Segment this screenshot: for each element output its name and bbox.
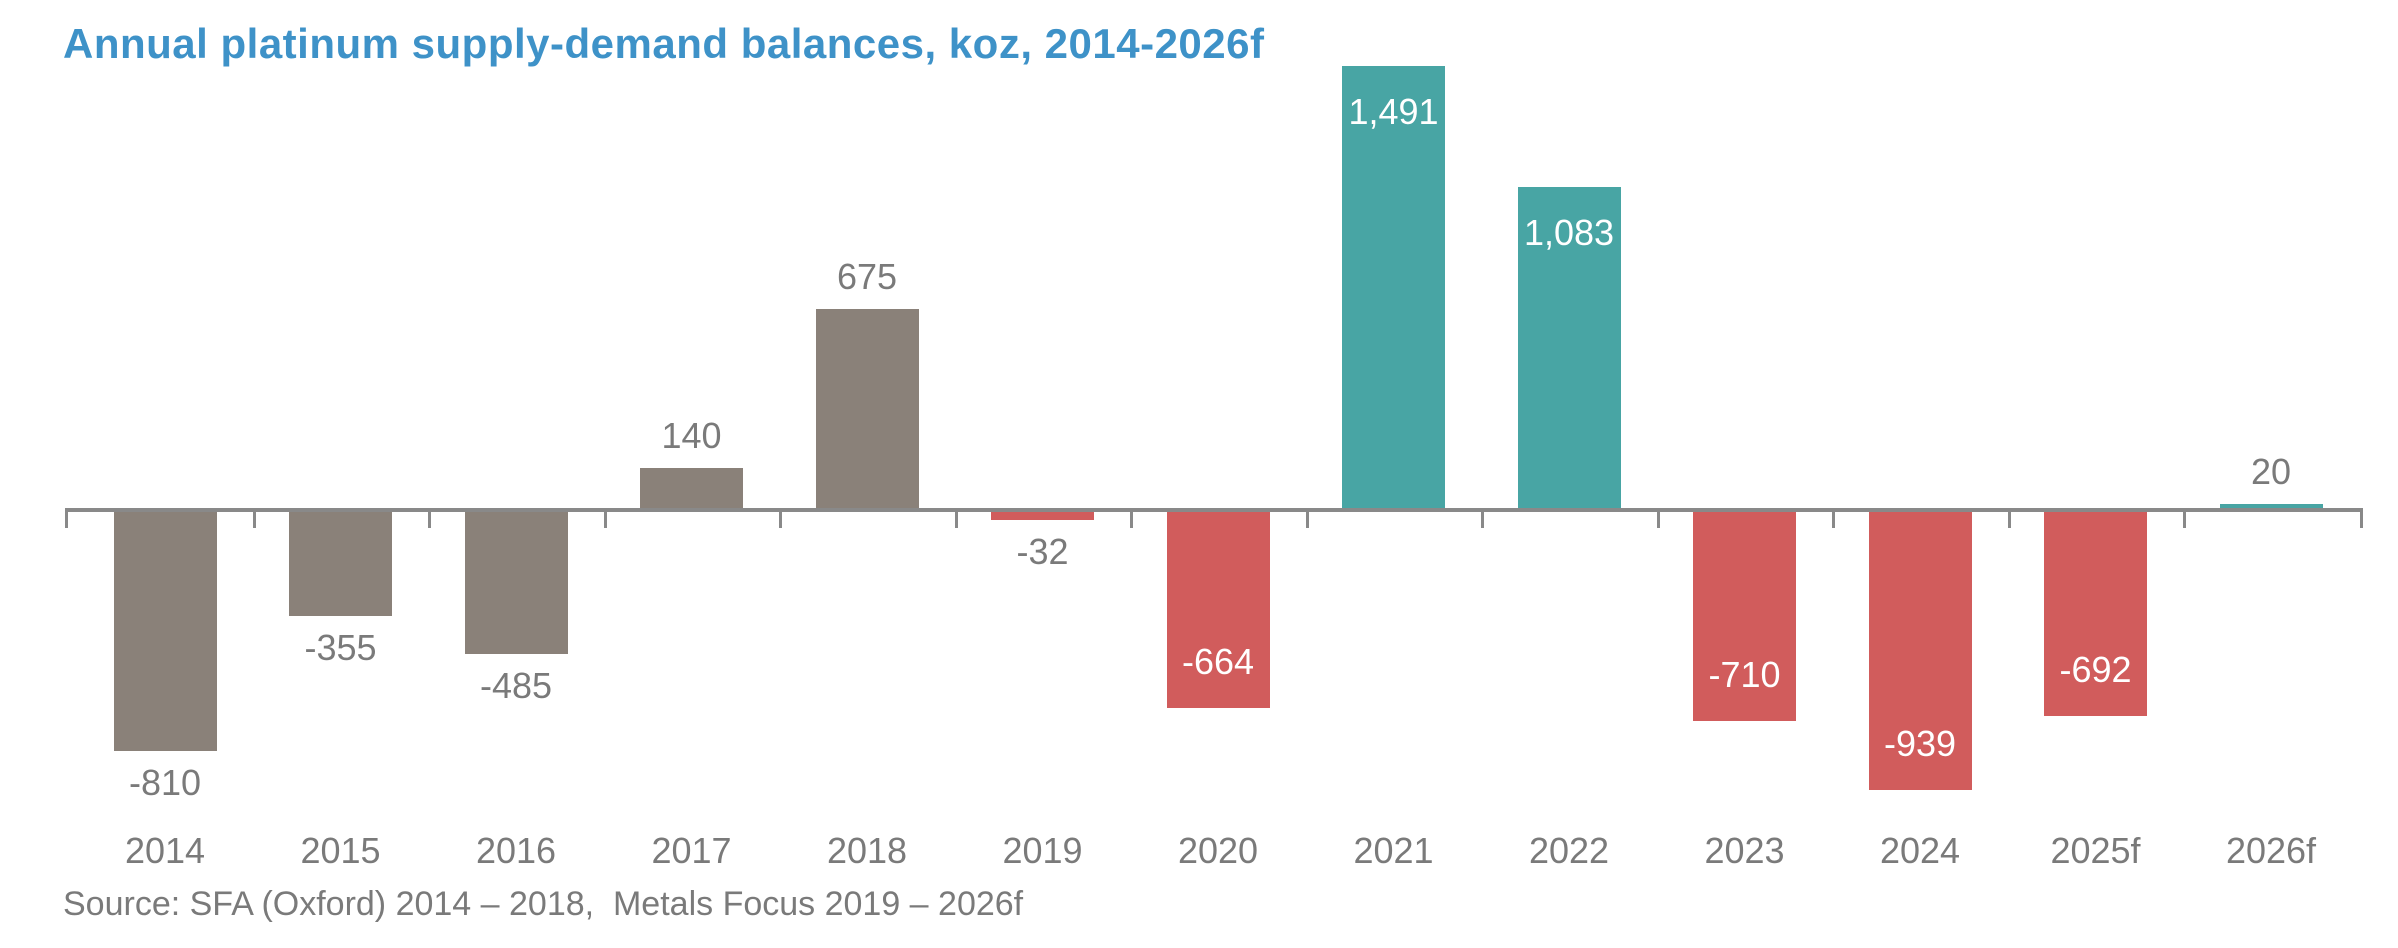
axis-tick xyxy=(253,510,256,528)
bar-value-label: 20 xyxy=(2250,451,2292,492)
bar-2024 xyxy=(1868,510,1972,790)
x-axis-label: 2021 xyxy=(1353,830,1434,871)
x-axis-label: 2025f xyxy=(2050,830,2141,871)
axis-tick xyxy=(1657,510,1660,528)
bar-2019 xyxy=(991,510,1094,520)
bar-2016 xyxy=(464,510,568,654)
axis-tick xyxy=(2008,510,2011,528)
bar-value-label: -485 xyxy=(479,665,553,706)
x-axis-label: 2023 xyxy=(1704,830,1785,871)
bar-value-label: -939 xyxy=(1883,723,1957,764)
axis-tick xyxy=(779,510,782,528)
bar-2015 xyxy=(289,510,392,616)
x-axis-label: 2026f xyxy=(2225,830,2317,871)
bar-value-label: 140 xyxy=(661,415,722,456)
bar-value-label: -810 xyxy=(128,762,202,803)
x-axis-label: 2015 xyxy=(300,830,381,871)
x-axis-label: 2019 xyxy=(1002,830,1083,871)
x-axis-label: 2014 xyxy=(124,830,206,871)
axis-tick xyxy=(428,510,431,528)
bar-2026f xyxy=(2219,504,2323,510)
bar-2014 xyxy=(113,510,217,751)
bar-2022 xyxy=(1517,187,1621,510)
bar-value-label: -692 xyxy=(2059,649,2132,690)
x-axis-label: 2016 xyxy=(475,830,557,871)
bar-value-label: 1,083 xyxy=(1523,212,1615,253)
axis-tick xyxy=(955,510,958,528)
bar-2020 xyxy=(1166,510,1270,708)
bar-value-label: -355 xyxy=(304,627,377,668)
axis-tick xyxy=(2183,510,2186,528)
axis-tick xyxy=(1832,510,1835,528)
axis-tick xyxy=(65,510,68,528)
x-axis-label: 2022 xyxy=(1528,830,1610,871)
bar-value-label: -710 xyxy=(1708,654,1781,695)
x-axis-label: 2017 xyxy=(651,830,732,871)
bar-value-label: -32 xyxy=(1016,531,1069,572)
bar-2021 xyxy=(1342,66,1445,510)
axis-tick xyxy=(604,510,607,528)
bar-2023 xyxy=(1693,510,1796,721)
axis-tick xyxy=(1130,510,1133,528)
bar-2018 xyxy=(815,309,919,510)
x-axis-label: 2018 xyxy=(826,830,908,871)
bar-value-label: -664 xyxy=(1181,641,1255,682)
bar-2017 xyxy=(640,468,743,510)
axis-tick xyxy=(1481,510,1484,528)
x-axis-line xyxy=(65,508,2363,512)
bar-value-label: 1,491 xyxy=(1348,91,1439,132)
axis-tick xyxy=(2360,510,2363,528)
chart-title: Annual platinum supply-demand balances, … xyxy=(63,20,1265,67)
source-note: Source: SFA (Oxford) 2014 – 2018, Metals… xyxy=(63,885,1024,923)
axis-tick xyxy=(1306,510,1309,528)
x-axis-label: 2024 xyxy=(1879,830,1961,871)
bar-2025f xyxy=(2044,510,2147,716)
x-axis-label: 2020 xyxy=(1177,830,1259,871)
bar-value-label: 675 xyxy=(836,256,898,297)
